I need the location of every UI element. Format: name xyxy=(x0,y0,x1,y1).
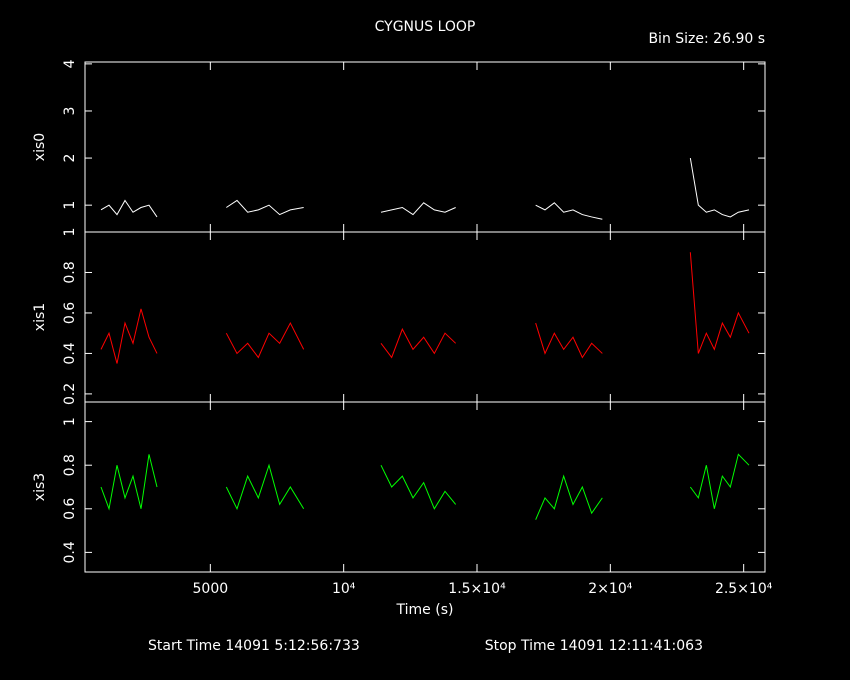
y-tick-label: 0.4 xyxy=(62,541,78,563)
y-tick-label: 0.6 xyxy=(62,498,78,520)
start-time: Start Time 14091 5:12:56:733 xyxy=(148,638,360,654)
y-tick-label: 0.6 xyxy=(62,302,78,324)
y-axis-label: xis0 xyxy=(32,133,48,161)
x-tick-label: 2×10⁴ xyxy=(588,581,632,597)
y-tick-label: 0.8 xyxy=(62,261,78,283)
panel-frame xyxy=(84,231,766,403)
y-tick-label: 0.2 xyxy=(62,383,78,405)
y-tick-label: 3 xyxy=(62,107,78,116)
panel-frame xyxy=(84,61,766,233)
stop-time: Stop Time 14091 12:11:41:063 xyxy=(485,638,703,654)
x-axis-label: Time (s) xyxy=(396,602,454,618)
light-curve xyxy=(100,453,750,520)
x-tick-label: 2.5×10⁴ xyxy=(715,581,773,597)
y-tick-label: 2 xyxy=(62,154,78,163)
y-tick-label: 1 xyxy=(62,417,78,426)
y-tick-label: 4 xyxy=(62,59,78,68)
y-tick-label: 1 xyxy=(62,228,78,237)
panel-frame xyxy=(84,401,766,573)
y-axis-label: xis1 xyxy=(32,303,48,331)
y-axis-label: xis3 xyxy=(32,473,48,501)
bin-size: Bin Size: 26.90 s xyxy=(648,31,765,47)
light-curve xyxy=(100,157,750,220)
y-tick-label: 0.8 xyxy=(62,454,78,476)
chart-title: CYGNUS LOOP xyxy=(375,19,476,35)
y-tick-label: 0.4 xyxy=(62,342,78,364)
light-curve xyxy=(100,252,750,364)
x-tick-label: 10⁴ xyxy=(332,581,356,597)
x-tick-label: 1.5×10⁴ xyxy=(448,581,506,597)
x-tick-label: 5000 xyxy=(193,581,229,597)
y-tick-label: 1 xyxy=(62,201,78,210)
